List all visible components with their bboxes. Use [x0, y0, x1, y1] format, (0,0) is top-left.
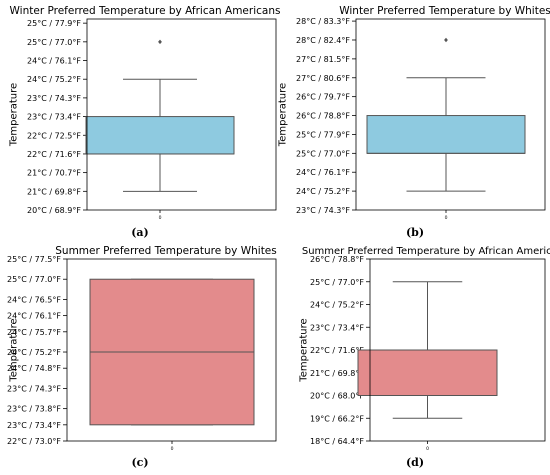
panel-1-title: Winter Preferred Temperature by African …: [10, 5, 281, 17]
panel-1-frame: [86, 18, 277, 211]
panel-3-ytick-label: 25°C / 77.0°F: [7, 275, 61, 284]
panel-2-ytick-label: 28°C / 83.3°F: [296, 17, 350, 26]
panel-3-frame: [66, 258, 277, 442]
panel-4-frame: [369, 258, 546, 442]
panel-1-ytick-label: 20°C / 68.9°F: [27, 206, 81, 215]
panel-3-xtick-label: 0: [171, 446, 174, 452]
panel-1-box: [85, 116, 235, 155]
panel-1-ytick-label: 24°C / 76.1°F: [27, 57, 81, 66]
panel-3-ylabel: Temperature: [8, 318, 19, 382]
panel-4-ytick-label: 19°C / 66.2°F: [310, 414, 364, 423]
panel-4-ytick-label: 25°C / 77.0°F: [310, 278, 364, 287]
panel-2-ytick-label: 24°C / 76.1°F: [296, 168, 350, 177]
panel-2-ytick-label: 23°C / 74.3°F: [296, 206, 350, 215]
panel-4-ytick-label: 23°C / 73.4°F: [310, 323, 364, 332]
panel-1-caption: (a): [131, 226, 149, 239]
panel-2-ytick-label: 27°C / 81.5°F: [296, 55, 350, 64]
panel-2-ytick-label: 25°C / 77.9°F: [296, 130, 350, 139]
panel-3-ytick-label: 23°C / 74.3°F: [7, 384, 61, 393]
panel-3-caption: (c): [131, 456, 148, 469]
panel-4-box: [357, 349, 498, 396]
panel-1-ytick-label: 24°C / 75.2°F: [27, 75, 81, 84]
panel-2-ytick-label: 26°C / 78.8°F: [296, 112, 350, 121]
panel-3-ytick-label: 24°C / 75.2°F: [7, 348, 61, 357]
panel-1-xtick-label: 0: [159, 215, 162, 221]
panel-2-ytick-label: 28°C / 82.4°F: [296, 36, 350, 45]
panel-4-caption: (d): [406, 456, 424, 469]
panel-2-ytick-label: 25°C / 77.0°F: [296, 149, 350, 158]
panel-1-ytick-label: 21°C / 70.7°F: [27, 169, 81, 178]
panel-4-title: Summer Preferred Temperature by African …: [302, 246, 550, 257]
panel-4-ytick-label: 24°C / 75.2°F: [310, 301, 364, 310]
panel-3-title: Summer Preferred Temperature by Whites: [55, 245, 277, 257]
panel-2-caption: (b): [406, 226, 424, 239]
panel-3-ytick-label: 23°C / 73.8°F: [7, 405, 61, 414]
panel-2-xtick-label: 0: [445, 215, 448, 221]
panel-1-ytick-label: 22°C / 72.5°F: [27, 131, 81, 140]
panel-1-ytick-label: 21°C / 69.8°F: [27, 187, 81, 196]
panel-4-ytick-label: 22°C / 71.6°F: [310, 346, 364, 355]
panel-3-ytick-label: 22°C / 73.0°F: [7, 437, 61, 446]
panel-1-ytick-label: 23°C / 74.3°F: [27, 94, 81, 103]
panel-4-xtick-label: 0: [426, 446, 429, 452]
panel-2-title: Winter Preferred Temperature by Whites: [339, 5, 550, 17]
panel-4-ytick-label: 20°C / 68.0°F: [310, 392, 364, 401]
panel-2-frame: [355, 18, 546, 211]
panel-4-ytick-label: 26°C / 78.8°F: [310, 255, 364, 264]
panel-3-ytick-label: 24°C / 74.8°F: [7, 364, 61, 373]
panel-2-ytick-label: 26°C / 79.7°F: [296, 93, 350, 102]
panel-2-ytick-label: 24°C / 75.2°F: [296, 187, 350, 196]
panel-1-ytick-label: 25°C / 77.0°F: [27, 38, 81, 47]
panel-4-ytick-label: 21°C / 69.8°F: [310, 369, 364, 378]
panel-1-ytick-label: 22°C / 71.6°F: [27, 150, 81, 159]
panel-3-ytick-label: 24°C / 76.1°F: [7, 312, 61, 321]
panel-1-outlier: [158, 39, 162, 45]
panel-3-ytick-label: 25°C / 77.5°F: [7, 255, 61, 264]
panel-3-ytick-label: 23°C / 73.4°F: [7, 421, 61, 430]
panel-1-ylabel: Temperature: [8, 83, 19, 147]
panel-3-ytick-label: 24°C / 75.7°F: [7, 328, 61, 337]
panel-2-box: [366, 115, 526, 154]
panel-3-ytick-label: 24°C / 76.5°F: [7, 295, 61, 304]
panel-1-ytick-label: 23°C / 73.4°F: [27, 113, 81, 122]
panel-2-ylabel: Temperature: [277, 83, 288, 147]
panel-2-outlier: [444, 37, 448, 43]
panel-2-ytick-label: 27°C / 80.6°F: [296, 74, 350, 83]
panel-4-ylabel: Temperature: [298, 318, 309, 382]
panel-4-ytick-label: 18°C / 64.4°F: [310, 437, 364, 446]
panel-1-ytick-label: 25°C / 77.9°F: [27, 19, 81, 28]
